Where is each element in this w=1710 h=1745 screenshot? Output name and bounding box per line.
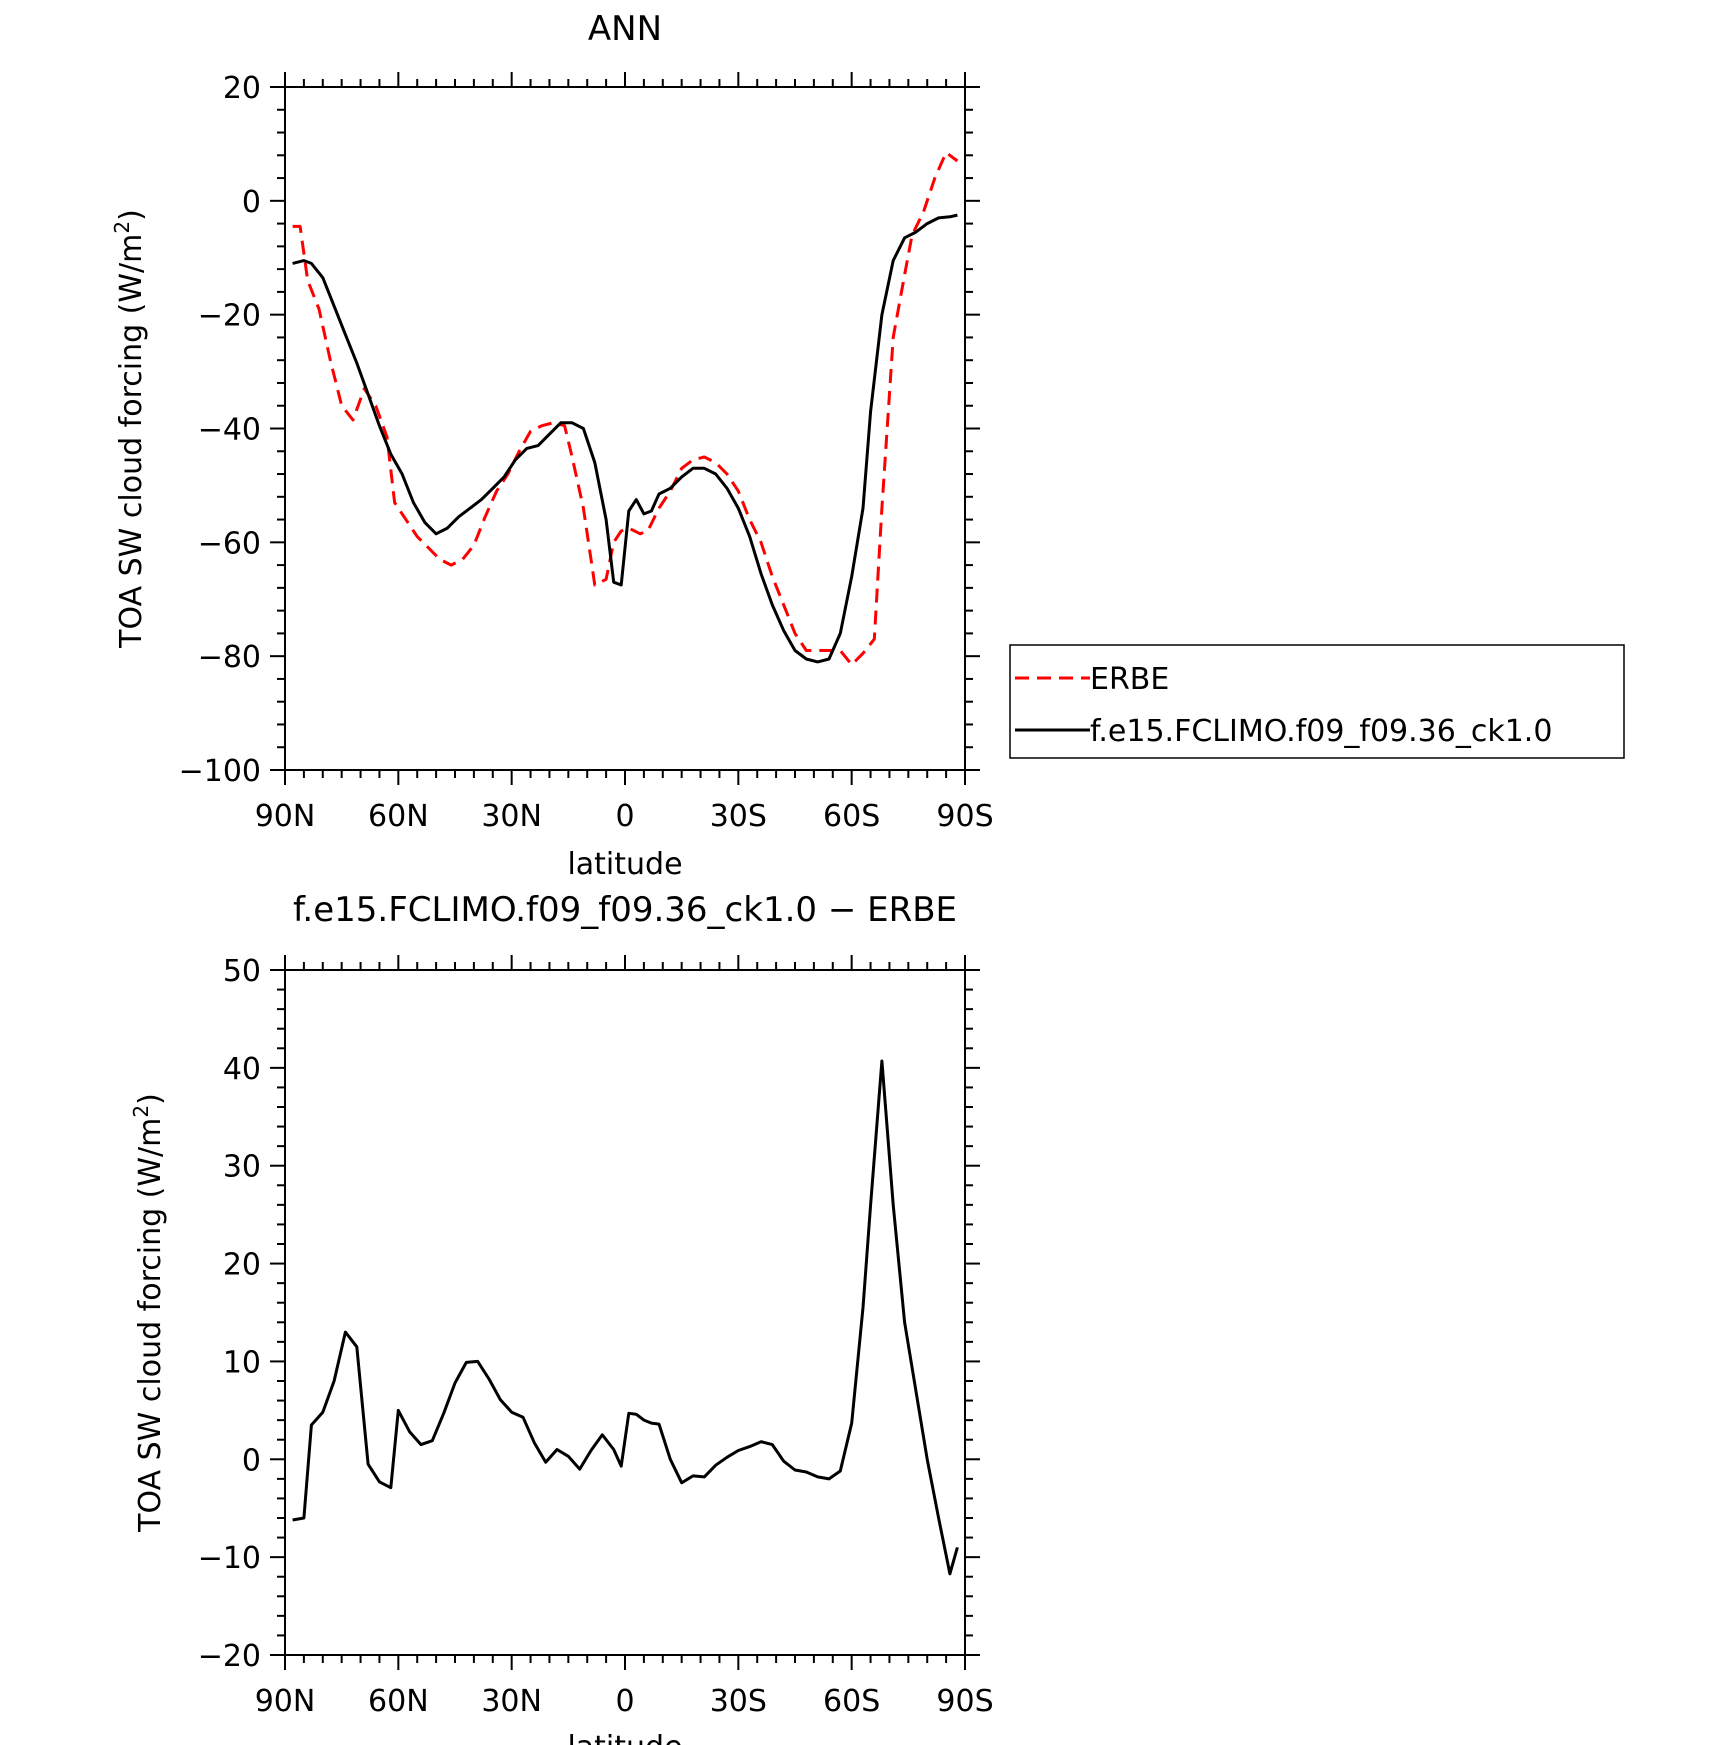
y-tick-label: −60 [198,526,261,561]
x-tick-label: 30N [481,1684,542,1719]
y-tick-label: 40 [223,1052,261,1087]
y-tick-label: 50 [223,954,261,989]
x-tick-label: 60N [368,1684,429,1719]
legend-box [1009,644,1625,759]
y-tick-label: 0 [242,1443,261,1478]
y-axis-label-main: TOA SW cloud forcing (W/m [114,234,149,649]
y-axis-label-main: TOA SW cloud forcing (W/m [133,1118,168,1533]
y-axis-label-superscript: 2 [110,221,134,234]
chart-panel-1: 90N 60N 30N 0 30S 60S 90S 20 0 −20 −40 −60 −80 −100 AN… [110,9,1625,882]
y-tick-label: 20 [223,71,261,106]
x-tick-label: 0 [615,1684,634,1719]
y-axis-label: TOA SW cloud forcing (W/m2) [129,1093,168,1533]
y-tick-label: −10 [198,1541,261,1576]
y-axis-label-close: ) [133,1093,168,1105]
x-tick-label: 90N [255,1684,316,1719]
x-tick-label: 60N [368,799,429,834]
y-axis-label-superscript: 2 [129,1105,153,1118]
x-axis-label: latitude [567,847,682,882]
x-tick-label: 90N [255,799,316,834]
legend-label-1: ERBE [1090,662,1169,697]
series-line-2 [292,213,958,664]
x-tick-label: 30N [481,799,542,834]
y-tick-label: −40 [198,413,261,448]
x-tick-label: 30S [710,1684,767,1719]
series-line-1 [292,151,959,667]
legend-label-2: f.e15.FCLIMO.f09_f09.36_ck1.0 [1090,714,1552,749]
x-axis-label: latitude [567,1730,682,1745]
y-tick-label: −20 [198,299,261,334]
x-tick-label: 90S [936,1684,993,1719]
y-tick-label: −80 [198,640,261,675]
x-tick-label: 90S [936,799,993,834]
legend: ERBE f.e15.FCLIMO.f09_f09.36_ck1.0 [1009,644,1625,759]
y-tick-label: −20 [198,1639,261,1674]
plot-frame [284,86,966,771]
chart-panel-2: 90N 60N 30N 0 30S 60S 90S 50 40 30 20 10 0 −10 −20 f.e1… [129,890,994,1745]
y-tick-label: 30 [223,1150,261,1185]
series-line-1 [292,1059,959,1576]
y-tick-label: 0 [242,185,261,220]
x-tick-label: 0 [615,799,634,834]
y-tick-label: 10 [223,1345,261,1380]
y-axis-label-close: ) [114,209,149,221]
y-tick-label: 20 [223,1248,261,1283]
chart-title: f.e15.FCLIMO.f09_f09.36_ck1.0 − ERBE [293,890,957,930]
x-tick-label: 60S [823,1684,880,1719]
x-tick-label: 60S [823,799,880,834]
y-axis-label: TOA SW cloud forcing (W/m2) [110,209,149,649]
y-tick-label: −100 [179,754,261,789]
chart-title: ANN [588,9,662,49]
x-tick-label: 30S [710,799,767,834]
